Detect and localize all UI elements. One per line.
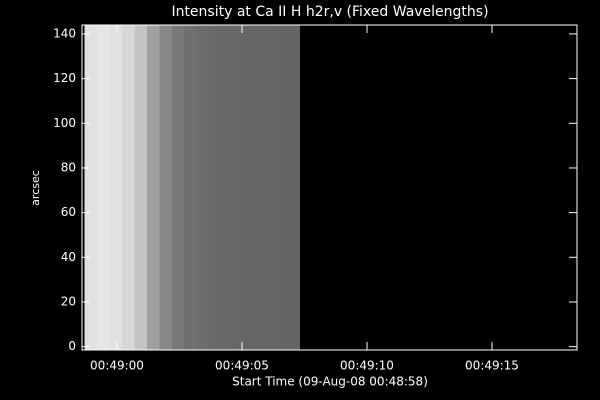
image-column xyxy=(159,25,173,350)
y-tick-label: 60 xyxy=(61,205,76,219)
y-tick-label: 20 xyxy=(61,294,76,308)
image-column xyxy=(184,25,198,350)
image-column xyxy=(97,25,110,350)
plot-frame xyxy=(81,24,578,351)
y-tick-label: 100 xyxy=(53,116,76,130)
image-column xyxy=(222,25,235,350)
y-tick-label: 140 xyxy=(53,26,76,40)
x-tick-label: 00:49:15 xyxy=(465,359,519,373)
image-column xyxy=(122,25,135,350)
y-tick-label: 40 xyxy=(61,250,76,264)
image-column xyxy=(234,25,248,350)
image-column xyxy=(272,25,285,350)
x-tick-label: 00:49:05 xyxy=(215,359,269,373)
x-tick-label: 00:49:00 xyxy=(90,359,144,373)
image-column xyxy=(134,25,148,350)
y-tick-label: 120 xyxy=(53,71,76,85)
y-tick-label: 80 xyxy=(61,160,76,174)
image-column xyxy=(247,25,260,350)
image-column xyxy=(172,25,185,350)
image-column xyxy=(109,25,123,350)
x-axis-label: Start Time (09-Aug-08 00:48:58) xyxy=(232,375,428,389)
y-axis-label: arcsec xyxy=(29,170,42,206)
image-column xyxy=(84,25,98,350)
chart-title: Intensity at Ca II H h2r,v (Fixed Wavele… xyxy=(171,4,488,20)
image-column xyxy=(209,25,223,350)
image-column xyxy=(197,25,210,350)
image-column xyxy=(284,25,300,350)
image-column xyxy=(147,25,160,350)
image-column xyxy=(259,25,273,350)
y-tick-label: 0 xyxy=(68,339,76,353)
x-tick-label: 00:49:10 xyxy=(340,359,394,373)
image xyxy=(84,25,300,350)
